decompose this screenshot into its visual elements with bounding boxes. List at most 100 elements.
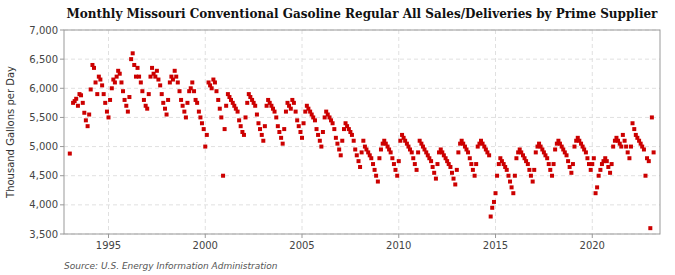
x-tick-label: 2000	[193, 240, 218, 251]
point	[113, 80, 117, 84]
x-grid-line	[592, 30, 593, 234]
point	[627, 156, 631, 160]
point	[121, 89, 125, 93]
point	[292, 101, 296, 105]
x-tick-label: 1995	[96, 240, 121, 251]
point	[178, 89, 182, 93]
point	[166, 98, 170, 102]
point	[205, 133, 209, 137]
point	[547, 162, 551, 166]
point	[340, 139, 344, 143]
point	[456, 150, 460, 154]
point	[452, 177, 456, 181]
x-tick	[302, 234, 303, 238]
point	[377, 156, 381, 160]
point	[218, 107, 222, 111]
point	[86, 124, 90, 128]
y-grid-line	[64, 175, 660, 176]
point	[650, 115, 654, 119]
point	[632, 127, 636, 131]
point	[642, 147, 646, 151]
point	[136, 66, 140, 70]
point	[590, 162, 594, 166]
point	[334, 136, 338, 140]
point	[198, 115, 202, 119]
y-tick	[60, 204, 64, 205]
point	[127, 95, 131, 99]
x-tick	[495, 234, 496, 238]
y-tick-label: 4,500	[29, 170, 58, 181]
point	[216, 98, 220, 102]
point	[213, 80, 217, 84]
point	[260, 133, 264, 137]
point	[256, 121, 260, 125]
y-tick-label: 5,000	[29, 141, 58, 152]
point	[450, 171, 454, 175]
point	[353, 147, 357, 151]
point	[263, 124, 267, 128]
point	[448, 165, 452, 169]
point	[197, 110, 201, 114]
point	[373, 168, 377, 172]
point	[298, 130, 302, 134]
point	[592, 156, 596, 160]
point	[300, 136, 304, 140]
point	[506, 174, 510, 178]
point	[527, 168, 531, 172]
point	[531, 180, 535, 184]
point	[219, 115, 223, 119]
grid	[64, 30, 660, 234]
point	[237, 118, 241, 122]
point	[469, 162, 473, 166]
point	[84, 118, 88, 122]
point	[548, 168, 552, 172]
plot-frame	[64, 30, 660, 234]
point	[597, 174, 601, 178]
point	[182, 110, 186, 114]
point	[319, 145, 323, 149]
point	[181, 104, 185, 108]
point	[94, 80, 98, 84]
y-tick	[60, 175, 64, 176]
y-tick-label: 7,000	[29, 25, 58, 36]
point	[585, 156, 589, 160]
point	[318, 139, 322, 143]
y-grid-line	[64, 88, 660, 89]
point	[584, 150, 588, 154]
point	[552, 162, 556, 166]
point	[598, 168, 602, 172]
source-note: Source: U.S. Energy Information Administ…	[64, 261, 278, 271]
point	[150, 66, 154, 70]
point	[321, 130, 325, 134]
point	[174, 75, 178, 79]
y-grid-line	[64, 59, 660, 60]
point	[629, 145, 633, 149]
point	[107, 115, 111, 119]
point	[534, 150, 538, 154]
point	[236, 110, 240, 114]
point	[553, 147, 557, 151]
point	[335, 142, 339, 146]
point	[244, 115, 248, 119]
point	[495, 174, 499, 178]
y-grid-line	[64, 117, 660, 118]
point	[473, 174, 477, 178]
point	[624, 145, 628, 149]
point	[510, 185, 514, 189]
point	[474, 162, 478, 166]
point	[139, 80, 143, 84]
x-axis: 199520002005201020152020	[96, 234, 605, 251]
point	[98, 78, 102, 82]
point	[289, 107, 293, 111]
point	[140, 89, 144, 93]
point	[192, 89, 196, 93]
point	[147, 92, 151, 96]
x-tick	[108, 234, 109, 238]
point	[123, 98, 127, 102]
point	[332, 127, 336, 131]
point	[487, 153, 491, 157]
point	[572, 145, 576, 149]
point	[173, 69, 177, 73]
point	[566, 159, 570, 163]
point	[643, 174, 647, 178]
